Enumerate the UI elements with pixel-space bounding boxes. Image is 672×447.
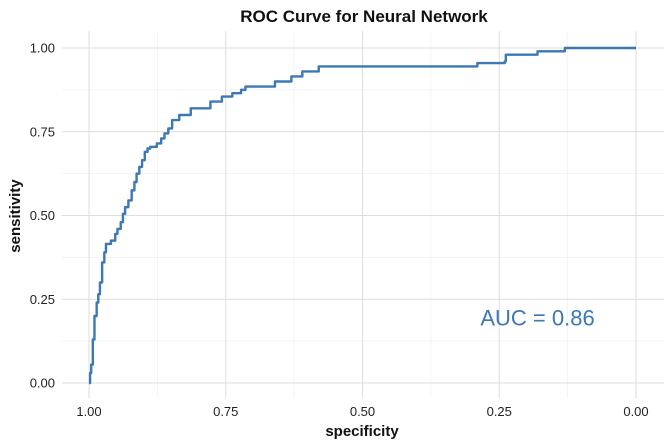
x-tick-label: 0.00 [623, 404, 648, 419]
x-tick-label: 1.00 [76, 404, 101, 419]
y-tick-label: 0.00 [30, 376, 55, 391]
y-tick-label: 1.00 [30, 41, 55, 56]
x-tick-label: 0.75 [213, 404, 238, 419]
roc-curve-line [88, 46, 636, 385]
y-axis-title: sensitivity [7, 179, 24, 253]
tick-label-layer: 1.00 0.75 0.50 0.25 0.00 0.00 0.25 0.50 0.75 1.00 [30, 41, 649, 420]
y-tick-label: 0.50 [30, 208, 55, 223]
y-tick-label: 0.25 [30, 292, 55, 307]
grid-layer [62, 31, 664, 398]
y-tick-label: 0.75 [30, 124, 55, 139]
x-axis-title: specificity [325, 423, 399, 440]
series-layer [88, 46, 636, 385]
x-tick-label: 0.25 [487, 404, 512, 419]
x-tick-label: 0.50 [350, 404, 375, 419]
auc-annotation: AUC = 0.86 [480, 306, 594, 331]
chart-title: ROC Curve for Neural Network [240, 7, 488, 26]
